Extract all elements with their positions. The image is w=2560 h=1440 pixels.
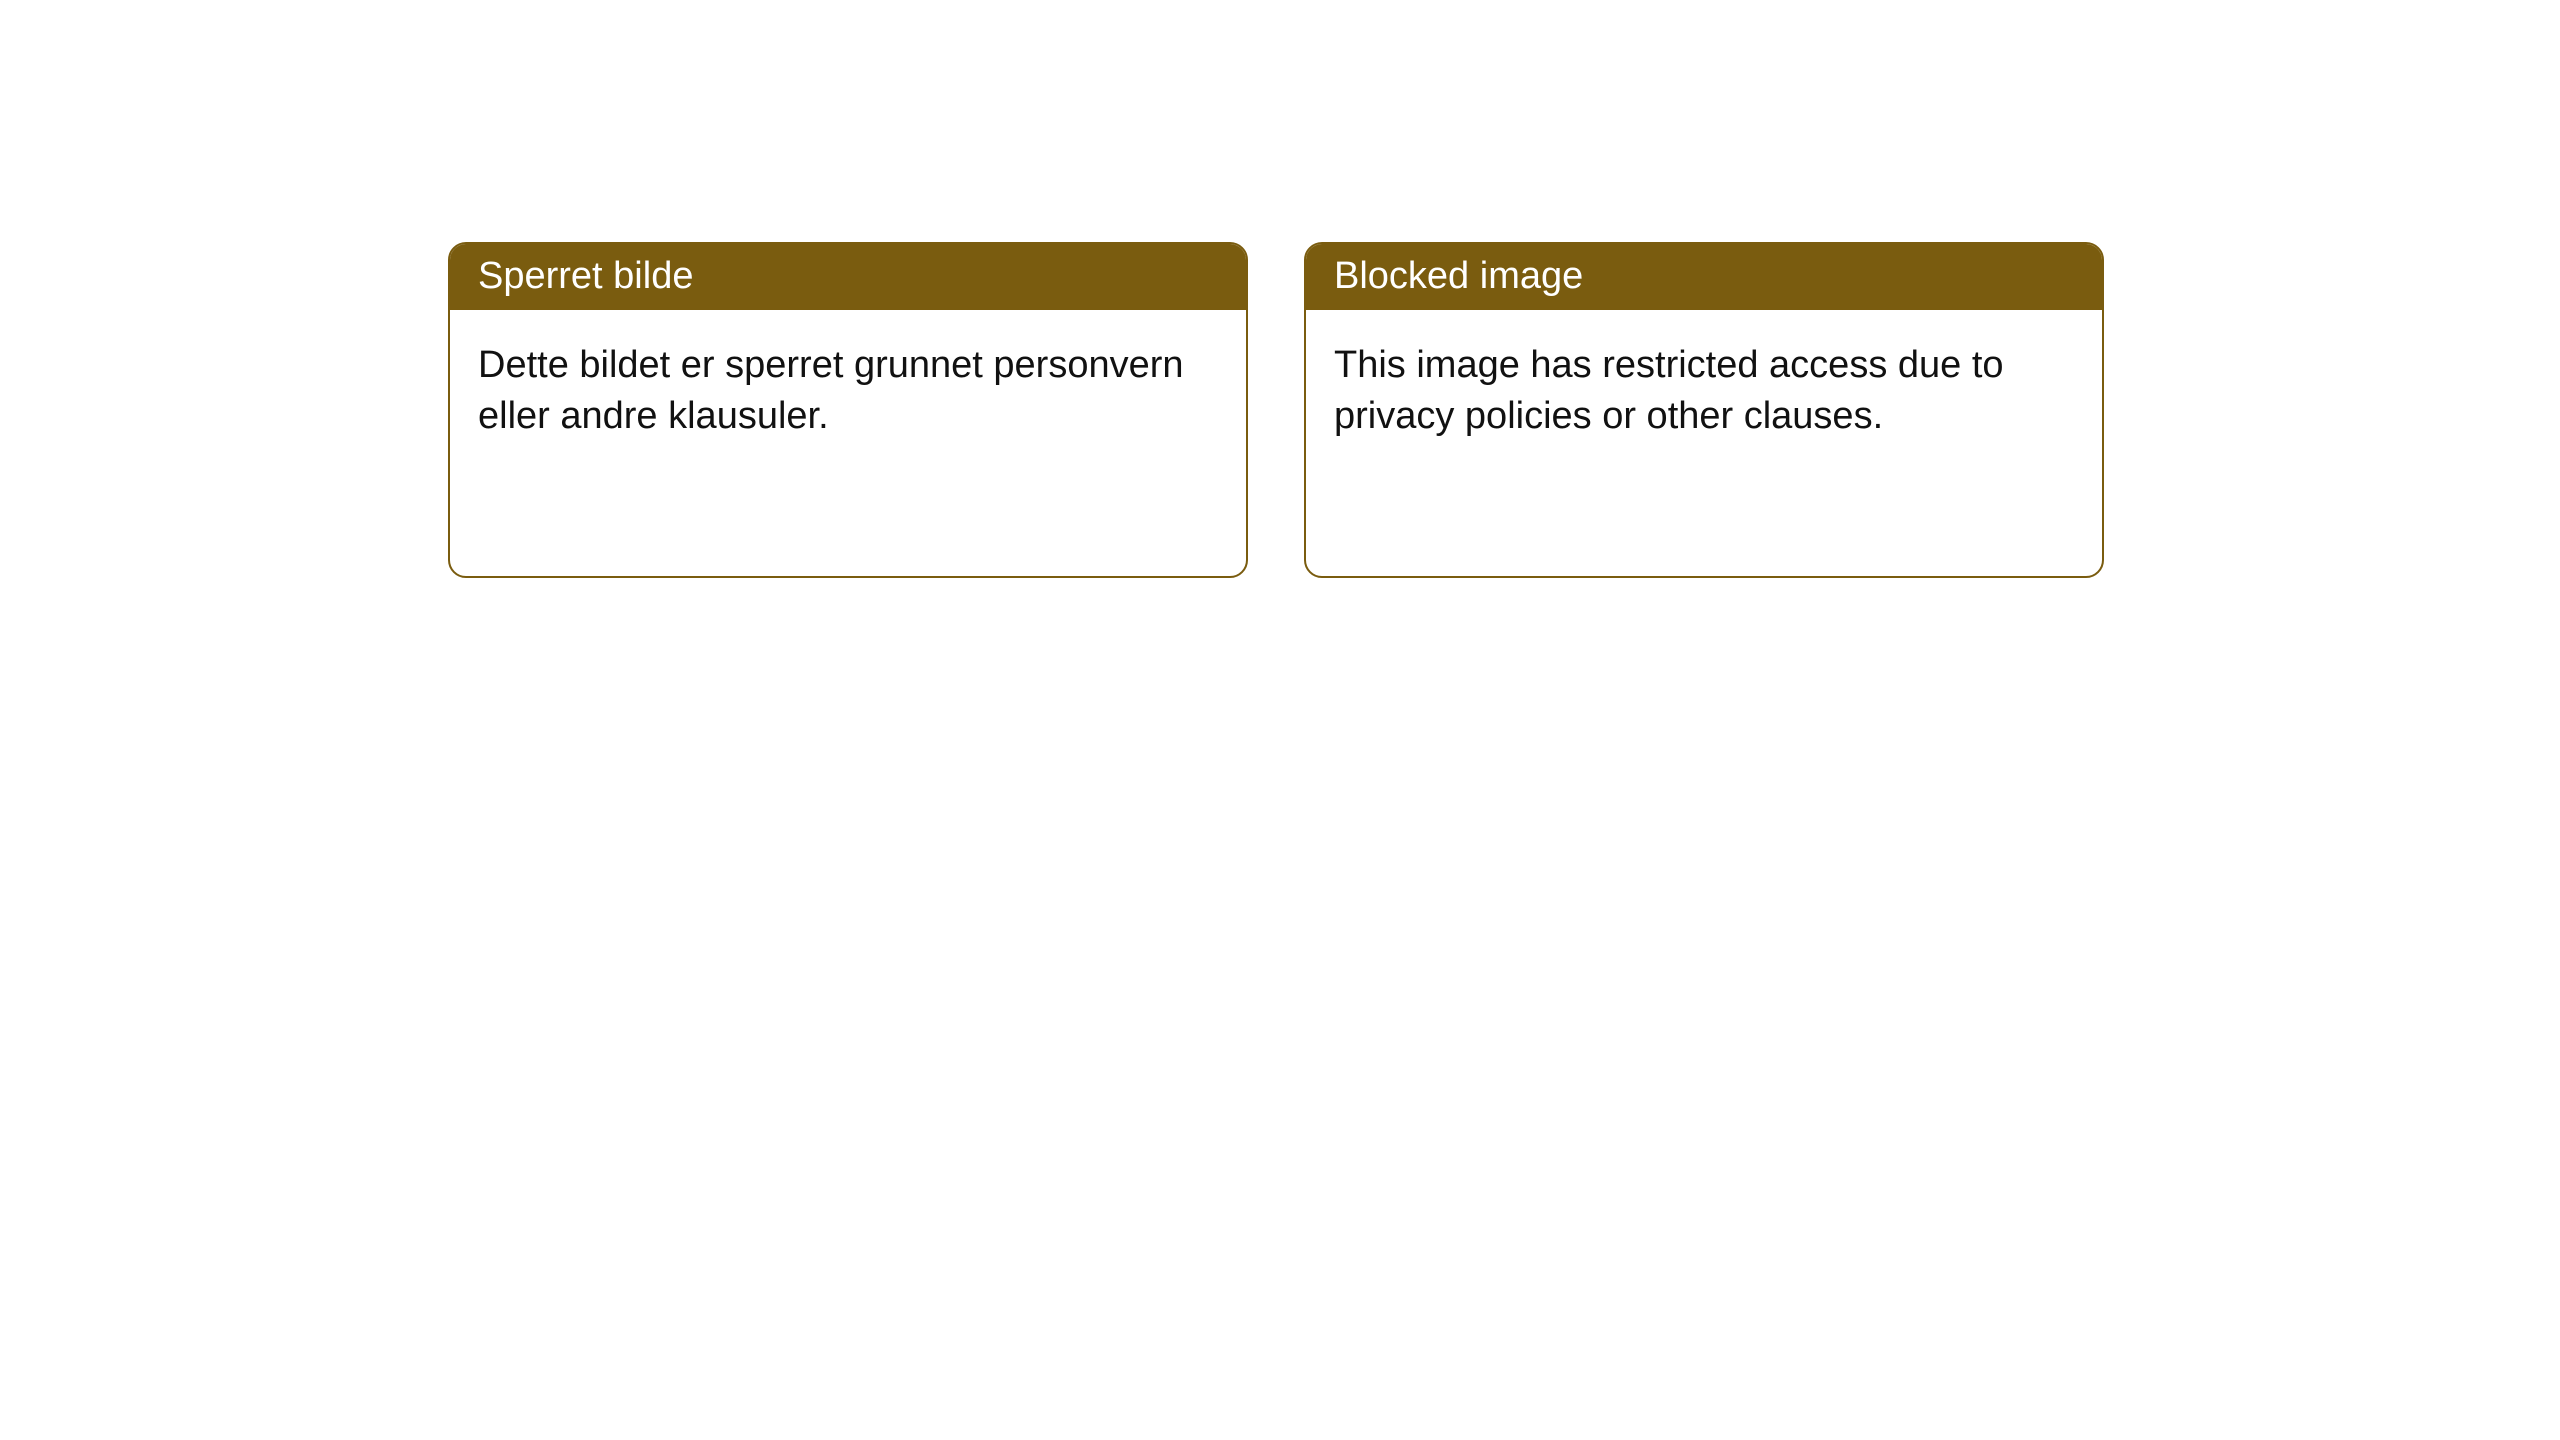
- notice-card-norwegian: Sperret bilde Dette bildet er sperret gr…: [448, 242, 1248, 578]
- notice-card-body: Dette bildet er sperret grunnet personve…: [450, 310, 1246, 473]
- notice-card-title: Blocked image: [1306, 244, 2102, 310]
- notice-card-english: Blocked image This image has restricted …: [1304, 242, 2104, 578]
- notice-card-title: Sperret bilde: [450, 244, 1246, 310]
- notice-card-body: This image has restricted access due to …: [1306, 310, 2102, 473]
- notice-container: Sperret bilde Dette bildet er sperret gr…: [448, 242, 2104, 578]
